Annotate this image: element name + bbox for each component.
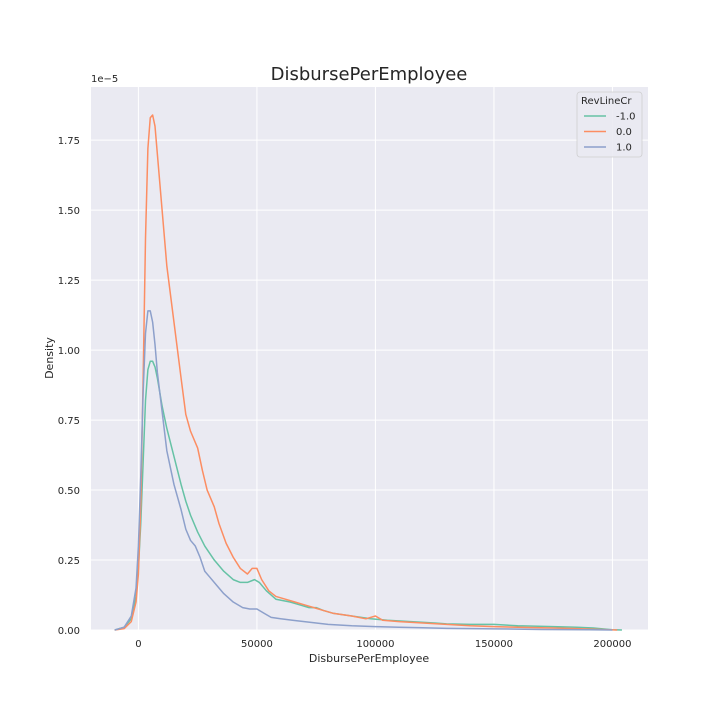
- y-tick-label: 0.75: [58, 416, 80, 427]
- density-curves: [114, 114, 622, 631]
- y-offset-label: 1e−5: [91, 74, 118, 85]
- y-tick-label: 1.00: [58, 346, 80, 357]
- legend: RevLineCr -1.0 0.0 1.0: [576, 91, 643, 158]
- series-line-0: [114, 360, 622, 631]
- series-line-1: [114, 114, 618, 631]
- x-tick-label: 50000: [241, 639, 273, 650]
- x-tick-label: 0: [135, 639, 141, 650]
- legend-label-0: -1.0: [616, 112, 636, 123]
- x-tick-label: 100000: [356, 639, 394, 650]
- y-tick-label: 1.25: [58, 276, 80, 287]
- legend-items: -1.0 0.0 1.0: [584, 112, 636, 154]
- legend-label-2: 1.0: [616, 143, 632, 154]
- legend-label-1: 0.0: [616, 127, 632, 138]
- x-tick-label: 150000: [475, 639, 513, 650]
- x-axis-ticks: 0 50000 100000 150000 200000: [135, 639, 631, 650]
- chart-title: DisbursePerEmployee: [271, 64, 468, 85]
- legend-title: RevLineCr: [581, 96, 632, 107]
- grid-lines: [91, 87, 648, 631]
- y-tick-label: 0.25: [58, 556, 80, 567]
- y-axis-ticks: 0.00 0.25 0.50 0.75 1.00 1.25 1.50 1.75: [58, 136, 80, 637]
- legend-box: [576, 91, 643, 158]
- x-axis-label: DisbursePerEmployee: [309, 652, 429, 665]
- x-tick-label: 200000: [593, 639, 631, 650]
- y-axis-label: Density: [43, 337, 56, 379]
- plot-area: [91, 87, 648, 630]
- y-tick-label: 1.75: [58, 136, 80, 147]
- y-tick-label: 0.50: [58, 486, 80, 497]
- y-tick-label: 1.50: [58, 206, 80, 217]
- series-line-2: [114, 310, 613, 631]
- y-tick-label: 0.00: [58, 626, 80, 637]
